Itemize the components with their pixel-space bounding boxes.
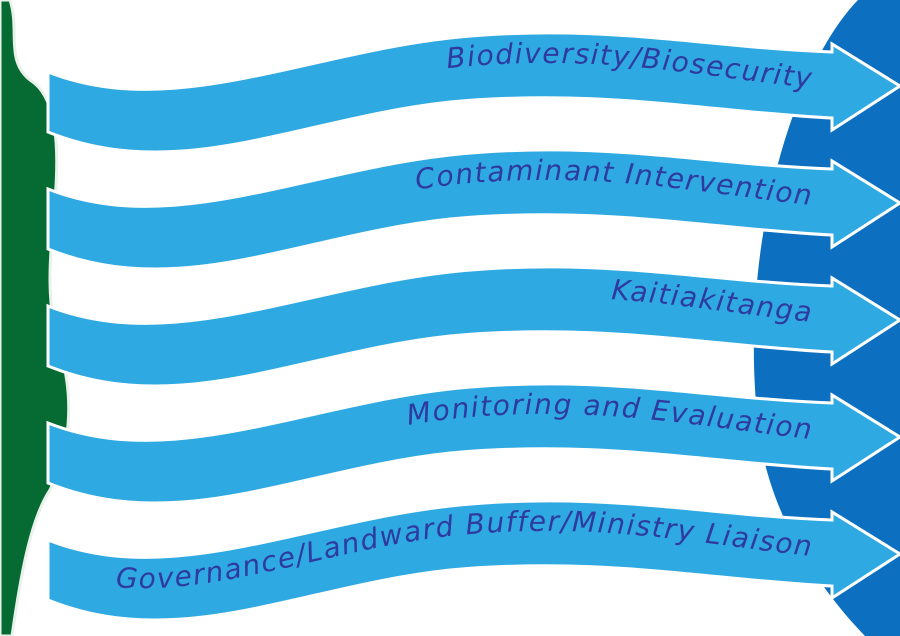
- diagram: Biodiversity/BiosecurityContaminant Inte…: [0, 0, 900, 636]
